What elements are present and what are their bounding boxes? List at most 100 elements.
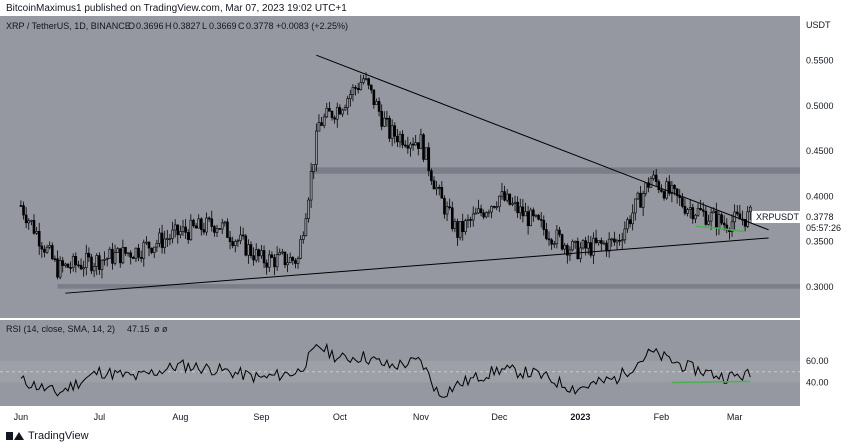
candle-body bbox=[563, 245, 567, 250]
rsi-extra: ø ø bbox=[154, 324, 168, 334]
footer-bar: TradingView bbox=[0, 428, 850, 448]
candle-body bbox=[633, 198, 637, 214]
candle-body bbox=[116, 248, 119, 253]
price-tick-0: 0.5500 bbox=[806, 56, 834, 66]
candle-body bbox=[152, 246, 156, 253]
ohlc-o-label: O bbox=[128, 21, 135, 31]
candle-body bbox=[715, 210, 718, 229]
candle-body bbox=[40, 245, 44, 250]
candle-body bbox=[657, 181, 661, 191]
descending-trendline[interactable] bbox=[316, 54, 769, 231]
candle-body bbox=[631, 212, 634, 225]
candle-body bbox=[558, 229, 561, 235]
candle-body bbox=[568, 249, 572, 256]
candle-body bbox=[592, 237, 595, 256]
candle-body bbox=[513, 201, 517, 204]
candle-body bbox=[406, 145, 410, 149]
candle-body bbox=[417, 142, 420, 149]
candle-body bbox=[210, 218, 214, 227]
candle-body bbox=[448, 206, 451, 209]
candle-body bbox=[484, 212, 488, 218]
candle-body bbox=[186, 232, 190, 240]
candle-body bbox=[124, 247, 127, 254]
candle-body bbox=[176, 224, 180, 236]
candle-body bbox=[296, 258, 300, 264]
candle-body bbox=[628, 219, 632, 225]
candle-body bbox=[132, 257, 135, 259]
chart-frame[interactable]: XRP / TetherUS, 1D, BINANCE O 0.3696 H 0… bbox=[0, 16, 850, 428]
candle-body bbox=[450, 207, 454, 229]
candle-body bbox=[343, 107, 347, 111]
candle-body bbox=[688, 207, 692, 210]
candle-body bbox=[330, 111, 334, 119]
ohlc-h-value: 0.3827 bbox=[173, 21, 201, 31]
candle-body bbox=[503, 191, 506, 201]
candle-body bbox=[286, 262, 289, 266]
tradingview-logo-icon bbox=[6, 430, 24, 442]
rsi-value: 47.15 bbox=[127, 324, 150, 334]
candle-body bbox=[542, 219, 546, 230]
price-axis-currency: USDT bbox=[806, 20, 831, 30]
candle-body bbox=[142, 242, 146, 259]
candle-body bbox=[720, 214, 723, 224]
candle-body bbox=[545, 229, 548, 240]
candle-body bbox=[466, 219, 470, 221]
candle-body bbox=[247, 244, 250, 256]
time-tick-4: Oct bbox=[333, 412, 348, 422]
candle-body bbox=[322, 116, 326, 126]
candle-body bbox=[471, 213, 475, 221]
candle-body bbox=[19, 205, 23, 207]
candle-body bbox=[555, 229, 559, 245]
candle-body bbox=[100, 259, 104, 270]
candle-body bbox=[118, 248, 122, 264]
candle-body bbox=[137, 247, 140, 258]
candle-body bbox=[398, 133, 402, 143]
candle-body bbox=[649, 178, 653, 188]
candle-body bbox=[498, 195, 501, 207]
candle-body bbox=[294, 260, 297, 264]
ascending-trendline[interactable] bbox=[65, 237, 769, 294]
candle-body bbox=[550, 239, 553, 245]
candle-body bbox=[87, 252, 91, 258]
candle-body bbox=[427, 147, 431, 172]
candle-body bbox=[312, 164, 316, 172]
candle-body bbox=[184, 226, 187, 233]
candle-body bbox=[24, 214, 28, 224]
candle-body bbox=[516, 201, 519, 214]
candle-body bbox=[74, 255, 78, 266]
candle-body bbox=[424, 147, 428, 160]
candle-body bbox=[430, 170, 433, 181]
time-tick-6: Dec bbox=[491, 412, 508, 422]
last-price-symbol: XRPUSDT bbox=[756, 212, 800, 222]
candle-body bbox=[160, 232, 164, 248]
ohlc-c-value: 0.3778 bbox=[246, 21, 274, 31]
rsi-band bbox=[0, 360, 800, 383]
candle-body bbox=[173, 224, 177, 231]
candle-body bbox=[43, 248, 46, 253]
last-price-marker[interactable]: XRPUSDT 0.3778 05:57:26 bbox=[752, 211, 850, 235]
candle-body bbox=[22, 205, 25, 216]
chart-svg[interactable]: XRP / TetherUS, 1D, BINANCE O 0.3696 H 0… bbox=[0, 16, 850, 428]
candle-body bbox=[537, 214, 540, 220]
candle-body bbox=[364, 78, 368, 80]
candle-body bbox=[307, 199, 310, 219]
candle-body bbox=[275, 254, 279, 268]
candle-body bbox=[92, 266, 96, 272]
candle-body bbox=[241, 234, 245, 237]
candle-body bbox=[385, 117, 389, 120]
candle-body bbox=[529, 209, 533, 227]
candle-body bbox=[652, 174, 655, 179]
price-green-support bbox=[695, 225, 746, 233]
tradingview-logo[interactable]: TradingView bbox=[6, 430, 89, 442]
candle-body bbox=[113, 252, 117, 264]
candle-body bbox=[639, 192, 642, 208]
candle-body bbox=[571, 241, 574, 251]
candle-body bbox=[372, 89, 376, 106]
candle-body bbox=[356, 88, 360, 90]
candle-body bbox=[573, 240, 577, 243]
candle-body bbox=[641, 193, 645, 208]
candle-body bbox=[675, 188, 679, 196]
candle-body bbox=[260, 250, 263, 257]
price-panel-bg bbox=[0, 16, 800, 318]
candle-body bbox=[35, 231, 38, 234]
